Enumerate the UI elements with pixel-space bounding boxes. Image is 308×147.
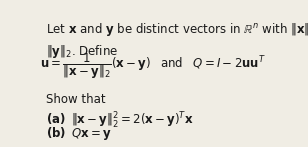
Text: $\mathbf{(b)}$$\;\;Q\mathbf{x} = \mathbf{y}$: $\mathbf{(b)}$$\;\;Q\mathbf{x} = \mathbf… bbox=[46, 125, 112, 142]
Text: $\mathbf{u} = \dfrac{1}{\|\mathbf{x} - \mathbf{y}\|_2}(\mathbf{x} - \mathbf{y})$: $\mathbf{u} = \dfrac{1}{\|\mathbf{x} - \… bbox=[40, 51, 266, 81]
Text: $\mathbf{(a)}$$\;\;\|\mathbf{x} - \mathbf{y}\|_2^2 = 2(\mathbf{x} - \mathbf{y})^: $\mathbf{(a)}$$\;\;\|\mathbf{x} - \mathb… bbox=[46, 110, 193, 131]
Text: Show that: Show that bbox=[46, 93, 105, 106]
Text: $\|\mathbf{y}\|_2$. Define: $\|\mathbf{y}\|_2$. Define bbox=[46, 42, 118, 60]
Text: Let $\mathbf{x}$ and $\mathbf{y}$ be distinct vectors in $\mathbb{R}^n$ with $\|: Let $\mathbf{x}$ and $\mathbf{y}$ be dis… bbox=[46, 21, 308, 38]
